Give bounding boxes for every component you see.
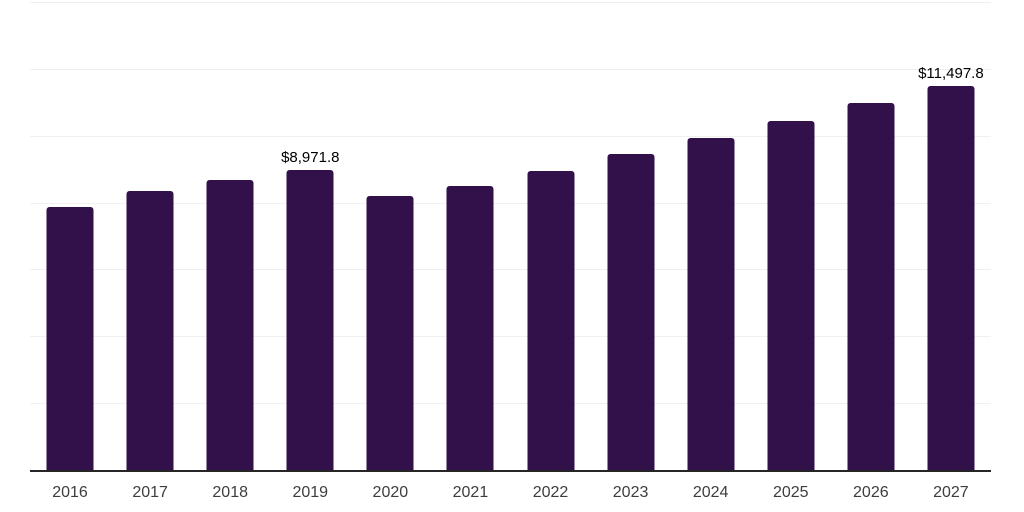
x-tick-label-2022: 2022	[532, 484, 569, 501]
bars-group: $8,971.8 $11,497.8	[30, 2, 991, 470]
gridline-8000	[30, 202, 991, 204]
gridline-4000	[30, 336, 991, 338]
x-tick-label-2026: 2026	[853, 484, 889, 501]
x-tick-label-2023: 2023	[612, 484, 649, 501]
bar-slot-2022	[510, 2, 590, 470]
bar-2027[interactable]	[927, 85, 975, 470]
bar-2024[interactable]	[687, 138, 735, 470]
bar-slot-2027: $11,497.8	[911, 2, 991, 470]
gridline-6000	[30, 269, 991, 271]
x-tick-label-2021: 2021	[452, 484, 489, 501]
x-tick-label-2025: 2025	[772, 484, 809, 501]
bar-2020[interactable]	[366, 195, 414, 470]
x-tick-label-2019: 2019	[292, 484, 329, 501]
bar-2018[interactable]	[206, 180, 254, 470]
x-axis-tick-labels: 2016 2017 2018 2019 2020 2021 2022 2023 2024 2025…	[30, 484, 991, 502]
bar-slot-2024	[671, 2, 751, 470]
bar-slot-2019: $8,971.8	[270, 2, 350, 470]
bar-slot-2025	[751, 2, 831, 470]
bar-2026[interactable]	[847, 102, 895, 470]
bar-2019[interactable]	[286, 170, 334, 470]
bar-2017[interactable]	[126, 190, 174, 470]
x-tick-label-2017: 2017	[132, 484, 168, 501]
bar-slot-2018	[190, 2, 270, 470]
bar-2016[interactable]	[46, 206, 94, 470]
gridline-12000	[30, 68, 991, 70]
gridline-14000	[30, 2, 991, 3]
gridline-2000	[30, 403, 991, 405]
x-tick-label-2018: 2018	[212, 484, 248, 501]
bar-slot-2016	[30, 2, 110, 470]
bar-slot-2017	[110, 2, 190, 470]
bar-2022[interactable]	[527, 171, 574, 470]
x-tick-label-2024: 2024	[692, 484, 729, 501]
x-tick-label-2027: 2027	[933, 484, 969, 501]
gridline-10000	[30, 135, 991, 137]
bar-2025[interactable]	[767, 121, 815, 470]
bar-slot-2021	[430, 2, 510, 470]
bar-slot-2020	[350, 2, 430, 470]
data-label-2019: $8,971.8	[281, 149, 340, 167]
plot-area: $8,971.8 $11,497.8	[30, 2, 991, 472]
bar-slot-2026	[831, 2, 911, 470]
bar-2021[interactable]	[446, 185, 494, 470]
data-label-2027: $11,497.8	[918, 64, 984, 82]
bar-2023[interactable]	[607, 154, 655, 470]
bar-slot-2023	[591, 2, 671, 470]
x-tick-label-2016: 2016	[52, 484, 88, 501]
x-tick-label-2020: 2020	[372, 484, 409, 501]
